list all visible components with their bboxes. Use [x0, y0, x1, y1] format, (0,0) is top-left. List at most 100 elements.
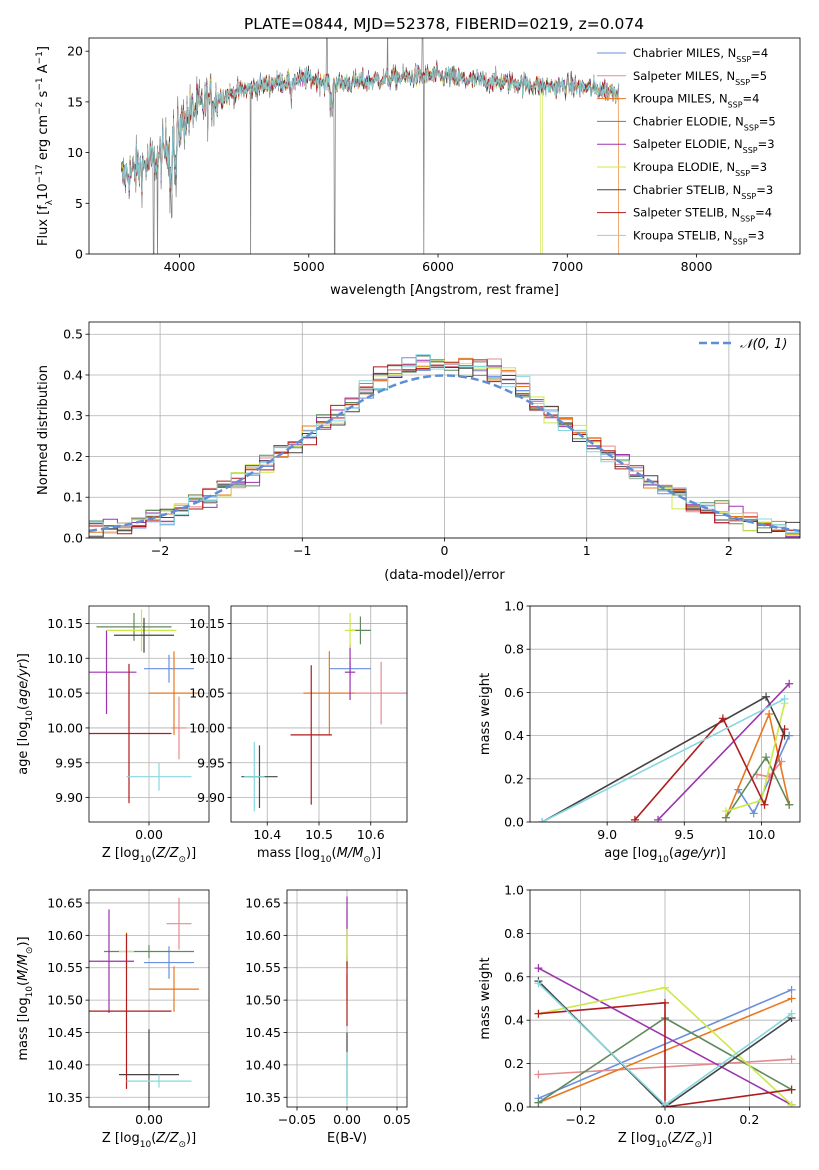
weight-marker — [780, 694, 789, 703]
spectrum-ytick-label: 15 — [67, 94, 83, 109]
errorbar-point — [290, 665, 332, 805]
age-vs-z-ytick-label: 10.05 — [47, 686, 83, 701]
mass-vs-z-xlabel: Z [log10(Z/Z⊙)] — [102, 1131, 196, 1150]
mass-vs-z-frame — [88, 889, 210, 1108]
mass-weight-vs-age-axes: 9.0 9.5 10.0 0.0 0.2 0.4 0.6 0.8 1.0 age [log10(a… — [478, 599, 801, 865]
legend-label: Chabrier STELIB, NSSP=3 — [633, 183, 773, 201]
legend-label: Kroupa STELIB, NSSP=3 — [633, 228, 764, 246]
residuals-xtick-label: 2 — [725, 543, 733, 558]
weight-series-9 — [541, 698, 785, 822]
gaussian-curve — [89, 374, 800, 533]
residuals-xtick-label: −1 — [293, 543, 311, 558]
spectrum-xtick-label: 7000 — [551, 259, 583, 274]
errorbar-point — [243, 741, 265, 812]
mass-weight-vs-age-panel: 9.0 9.5 10.0 0.0 0.2 0.4 0.6 0.8 1.0 age [log10(a… — [478, 599, 801, 865]
weight-marker — [534, 964, 543, 973]
weight-marker — [787, 1009, 796, 1018]
mass-vs-ebv-ytick-label: 10.35 — [245, 1090, 281, 1105]
weight-marker — [654, 815, 663, 822]
mass-weight-vs-age-xtick-label: 9.0 — [597, 827, 617, 842]
age-vs-z-plot — [89, 609, 199, 804]
legend-label: Salpeter MILES, NSSP=5 — [633, 69, 767, 87]
age-vs-z-ytick-label: 10.15 — [47, 616, 83, 631]
mass-weight-vs-age-ytick-label: 0.6 — [504, 685, 524, 700]
mass-weight-vs-z-ylabel: mass weight — [478, 957, 493, 1039]
weight-marker — [787, 985, 796, 994]
mass-weight-vs-z-plot — [534, 964, 796, 1107]
mass-weight-vs-age-ylabel: mass weight — [478, 673, 493, 755]
residual-histogram-9 — [89, 354, 800, 534]
errorbar-point — [344, 644, 356, 701]
mass-vs-ebv-axes: −0.05 0.00 0.05 10.35 10.40 10.45 10.50 10.55 10… — [245, 889, 411, 1146]
legend-label: Chabrier ELODIE, NSSP=5 — [633, 114, 776, 131]
residuals-xlabel: (data-model)/error — [384, 568, 505, 583]
errorbar-point — [89, 630, 137, 714]
errorbar-point — [149, 966, 199, 1012]
errorbar-point — [166, 897, 192, 950]
weight-marker — [661, 983, 669, 992]
errorbar-point — [355, 661, 407, 725]
residuals-ytick-label: 0.5 — [63, 327, 83, 342]
spectrum-frame — [88, 37, 801, 255]
mass-weight-vs-z-ytick-label: 1.0 — [504, 883, 524, 898]
weight-marker — [762, 753, 771, 762]
mass-weight-vs-age-ytick-label: 0.0 — [504, 815, 524, 830]
mass-weight-vs-z-axes: −0.2 0.0 0.2 0.0 0.2 0.4 0.6 0.8 1.0 Z [log10(Z/Z… — [478, 883, 801, 1150]
errorbar-point — [96, 612, 172, 641]
mass-vs-ebv-ytick-label: 10.50 — [245, 993, 281, 1008]
spectrum-xtick-label: 4000 — [164, 259, 196, 274]
weight-marker — [534, 1070, 543, 1079]
age-vs-mass-ytick-label: 10.00 — [189, 720, 225, 735]
mass-weight-vs-age-xtick-label: 9.5 — [674, 827, 694, 842]
residuals-ytick-label: 0.0 — [63, 531, 83, 546]
spectrum-xtick-label: 8000 — [681, 259, 713, 274]
weight-marker — [661, 998, 669, 1007]
weight-series-8 — [634, 716, 786, 821]
mass-vs-z-xtick-label: 0.00 — [135, 1112, 163, 1127]
age-vs-z-xtick-label: 0.00 — [135, 827, 163, 842]
weight-series-5 — [657, 683, 790, 821]
errorbar-point — [144, 654, 194, 683]
mass-vs-z-ytick-label: 10.60 — [47, 928, 83, 943]
spectrum-plot — [120, 38, 620, 254]
age-vs-z-panel: 0.00 9.90 9.95 10.00 10.05 10.10 10.15 Z [log10… — [16, 605, 210, 865]
mass-weight-vs-z-ytick-label: 0.0 — [504, 1100, 524, 1115]
weight-marker — [749, 809, 758, 818]
model-spectrum-6 — [120, 63, 620, 254]
mass-vs-ebv-xlabel: E(B-V) — [327, 1131, 367, 1146]
errorbar-point — [89, 933, 172, 1089]
mass-vs-ebv-xtick-label: −0.05 — [278, 1112, 316, 1127]
age-vs-z-ytick-label: 9.95 — [55, 755, 83, 770]
mass-vs-ebv-panel: −0.05 0.00 0.05 10.35 10.40 10.45 10.50 10.55 10… — [245, 889, 411, 1146]
weight-marker — [721, 807, 730, 816]
age-vs-z-ytick-label: 10.00 — [47, 720, 83, 735]
age-vs-mass-axes: 10.4 10.5 10.6 9.90 9.95 10.00 10.05 10.10 10.15… — [189, 605, 408, 865]
age-vs-z-ylabel: age [log10(age/yr)] — [16, 653, 35, 775]
age-vs-mass-xtick-label: 10.6 — [357, 827, 385, 842]
residuals-ytick-label: 0.3 — [63, 408, 83, 423]
age-vs-z-xlabel: Z [log10(Z/Z⊙)] — [102, 846, 196, 865]
spectrum-ytick-label: 10 — [67, 145, 83, 160]
model-spectrum-3 — [120, 63, 620, 254]
spectrum-xtick-label: 5000 — [293, 259, 325, 274]
errorbar-point — [104, 945, 194, 959]
mass-weight-vs-z-xtick-label: 0.0 — [655, 1112, 675, 1127]
model-spectrum-9 — [121, 65, 620, 194]
residual-histogram-6 — [89, 359, 800, 536]
weight-marker — [785, 800, 794, 809]
weight-marker — [787, 1055, 796, 1064]
mass-vs-z-ytick-label: 10.35 — [47, 1090, 83, 1105]
age-vs-mass-ytick-label: 10.15 — [189, 616, 225, 631]
age-vs-mass-ytick-label: 10.10 — [189, 651, 225, 666]
legend-label: Salpeter STELIB, NSSP=4 — [633, 206, 772, 224]
weight-marker — [760, 800, 769, 809]
mass-weight-vs-z-ytick-label: 0.6 — [504, 969, 524, 984]
spectrum-ytick-label: 0 — [75, 247, 83, 262]
mass-vs-z-ytick-label: 10.55 — [47, 960, 83, 975]
mass-vs-z-ytick-label: 10.50 — [47, 993, 83, 1008]
legend-label: Salpeter ELODIE, NSSP=3 — [633, 137, 775, 155]
weight-marker — [787, 1085, 796, 1094]
weight-marker — [780, 725, 789, 734]
gaussian-legend-label: 𝒩(0, 1) — [740, 337, 787, 352]
weight-marker — [765, 710, 774, 718]
